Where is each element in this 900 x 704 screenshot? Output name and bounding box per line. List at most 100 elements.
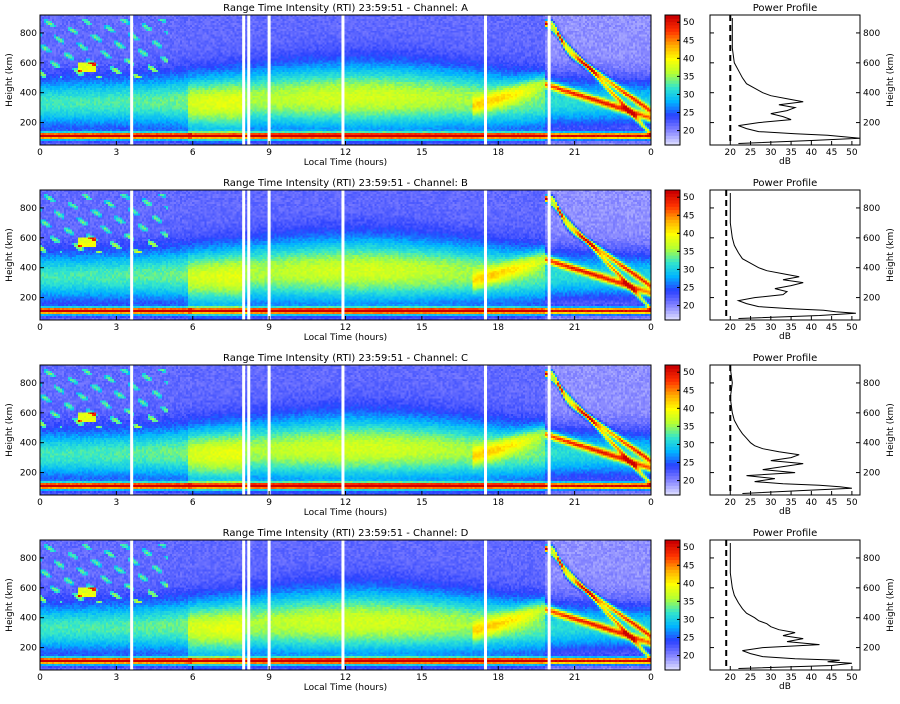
colorbar-step xyxy=(665,225,680,230)
missing-data-gap xyxy=(130,190,134,320)
missing-data-gap xyxy=(130,540,134,670)
missing-data-gap xyxy=(484,365,488,495)
missing-data-gap xyxy=(547,190,551,320)
colorbar-step xyxy=(665,18,680,23)
colorbar-step xyxy=(665,660,680,665)
colorbar-step xyxy=(665,430,680,434)
colorbar-step xyxy=(665,456,680,460)
colorbar-step xyxy=(665,374,680,379)
colorbar-frame xyxy=(664,539,681,671)
colorbar-step xyxy=(665,300,680,305)
colorbar-step xyxy=(665,196,680,201)
colorbar-step xyxy=(665,394,680,399)
profile-y-tick-label: 200 xyxy=(863,294,880,304)
colorbar-step xyxy=(665,608,680,613)
colorbar-step xyxy=(665,232,680,237)
profile-y-tick-label: 600 xyxy=(863,234,880,244)
colorbar-step xyxy=(665,397,680,402)
colorbar-step xyxy=(665,595,680,600)
y-tick-label: 400 xyxy=(20,614,37,624)
x-tick-label: 15 xyxy=(416,673,427,683)
colorbar-step xyxy=(665,34,680,39)
colorbar-step xyxy=(665,70,680,75)
colorbar-step xyxy=(665,307,680,311)
profile-x-tick-label: 35 xyxy=(785,323,796,333)
colorbar-step xyxy=(665,378,680,382)
x-tick-label: 0 xyxy=(648,673,654,683)
colorbar-tick-label: 50 xyxy=(683,368,695,378)
profile-y-tick-label: 800 xyxy=(863,204,880,214)
profile-x-tick-label: 40 xyxy=(806,323,818,333)
colorbar-step xyxy=(665,559,680,564)
y-tick-label: 200 xyxy=(20,119,37,129)
profile-x-tick-label: 50 xyxy=(846,498,858,508)
colorbar-step xyxy=(665,112,680,117)
colorbar-step xyxy=(665,209,680,214)
colorbar-tick-label: 40 xyxy=(683,54,695,64)
colorbar-step xyxy=(665,663,680,668)
profile-y-tick-label: 600 xyxy=(863,409,880,419)
missing-data-gap xyxy=(484,190,488,320)
colorbar-step xyxy=(665,631,680,635)
x-tick-label: 12 xyxy=(340,673,351,683)
profile-y-tick-label: 800 xyxy=(863,29,880,39)
colorbar-step xyxy=(665,86,680,91)
profile-y-tick-label: 800 xyxy=(863,379,880,389)
rti-panel-1: Range Time Intensity (RTI) 23:59:51 - Ch… xyxy=(5,178,896,343)
profile-x-tick-label: 25 xyxy=(745,498,756,508)
profile-y-tick-label: 400 xyxy=(863,89,880,99)
colorbar-step xyxy=(665,465,680,470)
colorbar-frame xyxy=(664,189,681,321)
profile-x-tick-label: 30 xyxy=(765,673,777,683)
colorbar-step xyxy=(665,316,680,321)
colorbar-tick-label: 45 xyxy=(683,36,694,46)
x-axis-label: Local Time (hours) xyxy=(304,683,387,693)
x-tick-label: 12 xyxy=(340,323,351,333)
profile-x-tick-label: 25 xyxy=(745,673,756,683)
y-tick-label: 800 xyxy=(20,29,37,39)
colorbar-step xyxy=(665,391,680,395)
colorbar-step xyxy=(665,540,680,544)
y-axis-label: Height (km) xyxy=(5,578,15,632)
colorbar-step xyxy=(665,57,680,62)
profile-x-label: dB xyxy=(779,157,791,167)
colorbar-step xyxy=(665,115,680,120)
colorbar-step xyxy=(665,478,680,483)
colorbar-step xyxy=(665,122,680,127)
colorbar-step xyxy=(665,219,680,224)
x-tick-label: 18 xyxy=(493,323,505,333)
x-tick-label: 3 xyxy=(114,498,120,508)
colorbar-step xyxy=(665,238,680,243)
colorbar-tick-label: 40 xyxy=(683,229,695,239)
colorbar-step xyxy=(665,488,680,493)
colorbar-step xyxy=(665,261,680,266)
colorbar-step xyxy=(665,31,680,36)
colorbar-step xyxy=(665,404,680,408)
y-tick-label: 200 xyxy=(20,294,37,304)
x-tick-label: 6 xyxy=(190,498,196,508)
missing-data-gap xyxy=(247,190,251,320)
profile-x-tick-label: 40 xyxy=(806,673,818,683)
y-tick-label: 200 xyxy=(20,644,37,654)
missing-data-gap xyxy=(267,190,271,320)
colorbar-step xyxy=(665,601,680,606)
profile-title: Power Profile xyxy=(753,353,818,364)
colorbar-step xyxy=(665,624,680,629)
colorbar-step xyxy=(665,138,680,143)
x-tick-label: 21 xyxy=(569,323,580,333)
colorbar-step xyxy=(665,44,680,49)
profile-x-tick-label: 45 xyxy=(826,323,837,333)
colorbar-step xyxy=(665,89,680,94)
profile-x-tick-label: 20 xyxy=(725,323,737,333)
colorbar-step xyxy=(665,54,680,58)
colorbar-step xyxy=(665,242,680,246)
colorbar-tick-label: 35 xyxy=(683,72,694,82)
colorbar-step xyxy=(665,644,680,648)
colorbar-step xyxy=(665,446,680,451)
colorbar-step xyxy=(665,640,680,645)
x-tick-label: 3 xyxy=(114,323,120,333)
colorbar: 20 25 30 35 40 45 50 xyxy=(664,189,695,321)
y-tick-label: 600 xyxy=(20,59,37,69)
colorbar-step xyxy=(665,63,680,68)
